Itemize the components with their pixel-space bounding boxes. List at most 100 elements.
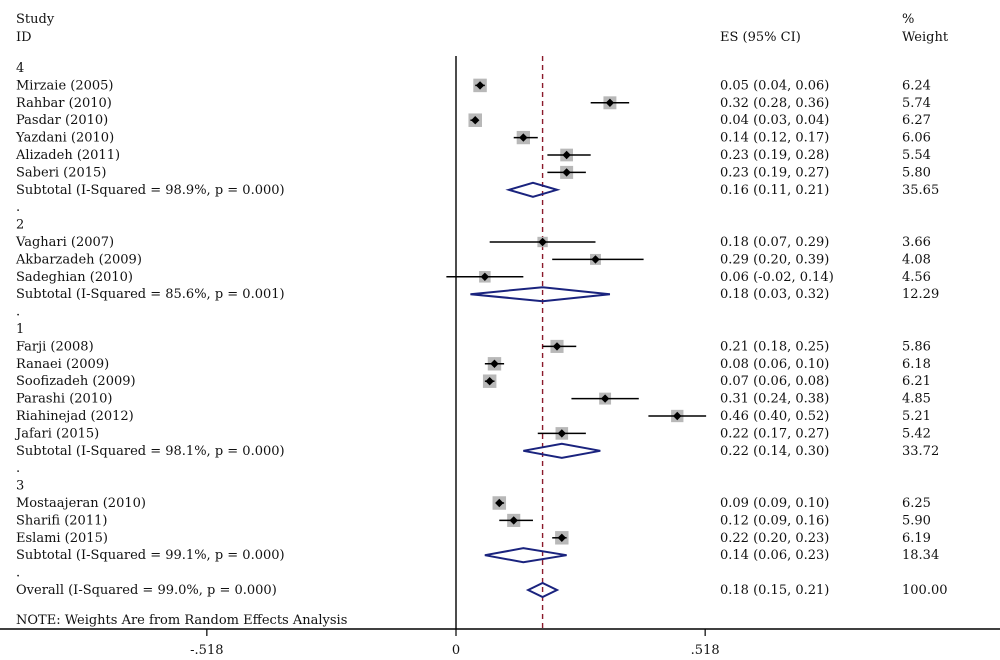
weight-label: 6.18: [902, 357, 931, 372]
weight-label: 18.34: [902, 548, 939, 563]
es-ci-label: 0.07 (0.06, 0.08): [720, 374, 829, 389]
header-es: ES (95% CI): [720, 30, 801, 45]
study-label: Alizadeh (2011): [15, 148, 120, 163]
subtotal-label: Subtotal (I-Squared = 85.6%, p = 0.001): [16, 287, 285, 302]
point-estimate: [519, 133, 528, 142]
study-label: Parashi (2010): [16, 392, 112, 407]
group-label: 2: [16, 218, 24, 233]
subtotal-label: Subtotal (I-Squared = 98.9%, p = 0.000): [16, 183, 285, 198]
weight-label: 5.42: [902, 426, 931, 441]
point-estimate: [557, 533, 567, 542]
study-label: Saberi (2015): [16, 165, 106, 180]
x-axis: -.518 0 .518: [190, 629, 720, 658]
es-ci-label: 0.12 (0.09, 0.16): [720, 513, 829, 528]
weight-label: 12.29: [902, 287, 939, 302]
study-label: Sharifi (2011): [16, 513, 107, 528]
subtotal-diamond: [523, 442, 601, 459]
study-label: Akbarzadeh (2009): [15, 252, 142, 267]
weight-label: 6.25: [902, 496, 931, 511]
point-estimate: [471, 116, 480, 125]
es-ci-label: 0.08 (0.06, 0.10): [720, 357, 829, 372]
es-ci-label: 0.18 (0.07, 0.29): [720, 235, 829, 250]
es-ci-label: 0.04 (0.03, 0.04): [720, 113, 829, 128]
x-tick-label: .518: [691, 643, 720, 658]
weight-label: 6.06: [902, 131, 931, 146]
group-label: 3: [16, 479, 24, 494]
point-estimate: [552, 342, 562, 351]
es-labels: 0.05 (0.04, 0.06) 0.32 (0.28, 0.36) 0.04 (…: [720, 78, 834, 598]
point-estimate: [490, 359, 499, 368]
study-label: Farji (2008): [16, 339, 94, 354]
spacer-label: .: [16, 461, 20, 476]
point-estimate: [538, 237, 547, 247]
es-ci-label: 0.14 (0.06, 0.23): [720, 548, 829, 563]
point-estimate: [509, 516, 518, 525]
point-estimate: [591, 255, 600, 264]
forest-marks: [446, 78, 707, 599]
study-label: Rahbar (2010): [16, 96, 112, 111]
study-label: Riahinejad (2012): [16, 409, 134, 424]
group-label: 4: [16, 61, 24, 76]
es-ci-label: 0.09 (0.09, 0.10): [720, 496, 829, 511]
point-estimate: [480, 272, 490, 281]
row-labels: 4 Mirzaie (2005) Rahbar (2010) Pasdar (2010…: [14, 61, 285, 598]
subtotal-label: Subtotal (I-Squared = 99.1%, p = 0.000): [16, 548, 285, 563]
weight-label: 6.19: [902, 531, 931, 546]
weight-label: 5.74: [902, 96, 931, 111]
header-weight-symbol: %: [902, 12, 914, 27]
es-ci-label: 0.23 (0.19, 0.28): [720, 148, 829, 163]
group-label: 1: [16, 322, 24, 337]
weight-label: 5.86: [902, 339, 931, 354]
spacer-label: .: [16, 305, 20, 320]
es-ci-label: 0.18 (0.03, 0.32): [720, 287, 829, 302]
es-ci-label: 0.21 (0.18, 0.25): [720, 339, 829, 354]
spacer-label: .: [16, 200, 20, 215]
study-label: Mirzaie (2005): [16, 78, 114, 93]
overall-diamond: [525, 581, 560, 599]
study-label: Jafari (2015): [14, 426, 99, 441]
x-tick-label: 0: [452, 643, 460, 658]
study-label: Sadeghian (2010): [16, 270, 133, 285]
weight-label: 33.72: [902, 444, 939, 459]
weight-label: 5.80: [902, 165, 931, 180]
es-ci-label: 0.06 (-0.02, 0.14): [720, 270, 834, 285]
weight-label: 4.56: [902, 270, 931, 285]
overall-label: Overall (I-Squared = 99.0%, p = 0.000): [16, 583, 277, 598]
es-ci-label: 0.29 (0.20, 0.39): [720, 252, 829, 267]
es-ci-label: 0.32 (0.28, 0.36): [720, 96, 829, 111]
spacer-label: .: [16, 566, 20, 581]
weight-labels: 6.24 5.74 6.27 6.06 5.54 5.80 35.65 3.66 4.08 4.5…: [902, 78, 948, 598]
study-label: Soofizadeh (2009): [16, 374, 136, 389]
subtotal-diamond: [484, 547, 567, 564]
es-ci-label: 0.18 (0.15, 0.21): [720, 583, 829, 598]
weight-label: 6.21: [902, 374, 931, 389]
es-ci-label: 0.22 (0.17, 0.27): [720, 426, 829, 441]
study-label: Yazdani (2010): [15, 131, 114, 146]
header-weight: Weight: [902, 30, 949, 45]
footnote: NOTE: Weights Are from Random Effects An…: [16, 613, 347, 628]
es-ci-label: 0.31 (0.24, 0.38): [720, 392, 829, 407]
point-estimate: [485, 377, 494, 386]
es-ci-label: 0.14 (0.12, 0.17): [720, 131, 829, 146]
weight-label: 4.08: [902, 252, 931, 267]
study-label: Eslami (2015): [16, 531, 108, 546]
weight-label: 4.85: [902, 392, 931, 407]
x-tick-label: -.518: [190, 643, 223, 658]
weight-label: 5.90: [902, 513, 931, 528]
weight-label: 35.65: [902, 183, 939, 198]
study-label: Vaghari (2007): [15, 235, 114, 250]
es-ci-label: 0.22 (0.14, 0.30): [720, 444, 829, 459]
es-ci-label: 0.16 (0.11, 0.21): [720, 183, 829, 198]
study-label: Pasdar (2010): [16, 113, 108, 128]
point-estimate: [600, 394, 610, 403]
point-estimate: [562, 150, 571, 160]
weight-label: 6.27: [902, 113, 931, 128]
es-ci-label: 0.22 (0.20, 0.23): [720, 531, 829, 546]
study-label: Mostaajeran (2010): [16, 496, 146, 511]
point-estimate: [557, 429, 567, 438]
es-ci-label: 0.05 (0.04, 0.06): [720, 78, 829, 93]
point-estimate: [605, 98, 615, 107]
weight-label: 3.66: [902, 235, 931, 250]
es-ci-label: 0.23 (0.19, 0.27): [720, 165, 829, 180]
